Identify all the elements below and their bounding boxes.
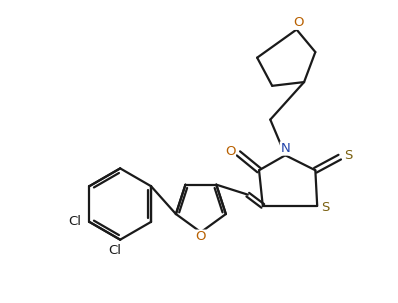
Text: Cl: Cl — [108, 244, 121, 257]
Text: S: S — [344, 149, 352, 162]
Text: O: O — [293, 16, 304, 29]
Text: Cl: Cl — [68, 215, 82, 228]
Text: N: N — [281, 142, 290, 155]
Text: O: O — [225, 145, 235, 158]
Text: S: S — [321, 201, 330, 214]
Text: O: O — [196, 230, 206, 243]
